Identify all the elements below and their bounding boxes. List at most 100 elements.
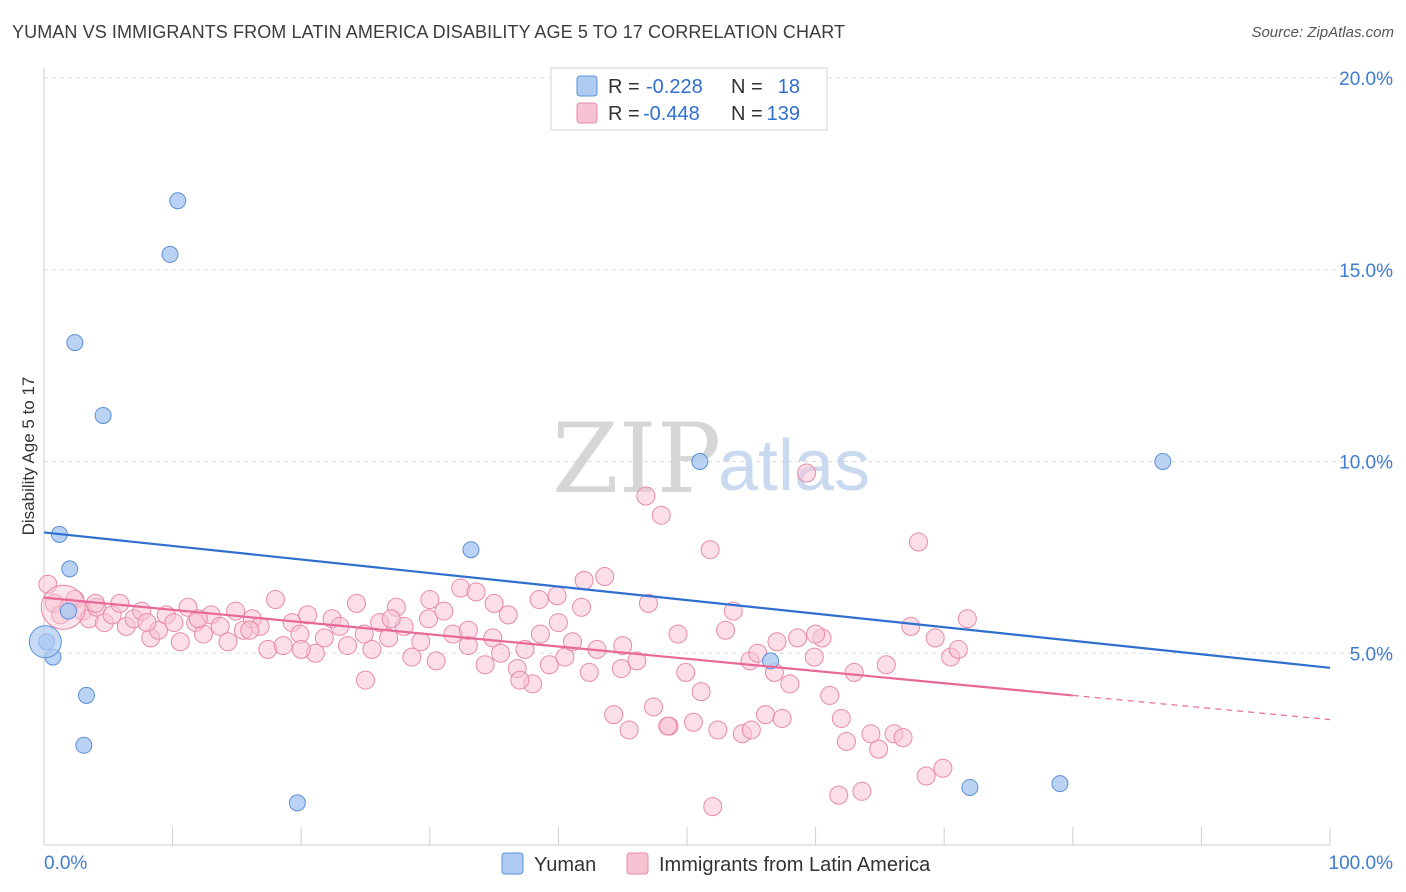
x-tick-label-min: 0.0% — [44, 853, 87, 874]
legend-r-value-1: -0.228 — [646, 76, 703, 98]
point-immigrants — [901, 616, 921, 636]
point-immigrants — [298, 605, 318, 625]
point-yuman — [691, 453, 709, 470]
source-label: Source: ZipAtlas.com — [1251, 24, 1394, 41]
point-immigrants — [788, 628, 808, 648]
point-immigrants — [419, 609, 439, 629]
legend-n-label-1: N = — [731, 76, 763, 98]
point-immigrants — [627, 651, 647, 671]
point-immigrants — [876, 655, 896, 675]
point-immigrants — [137, 613, 157, 633]
point-immigrants — [820, 685, 840, 705]
point-immigrants — [381, 609, 401, 629]
legend-n-value-2: 139 — [767, 103, 800, 125]
point-immigrants — [658, 716, 678, 736]
point-yuman — [161, 245, 179, 263]
point-immigrants — [337, 636, 357, 656]
legend: R = -0.228 N = 18 R = -0.448 N = 139 — [550, 67, 828, 131]
point-immigrants — [806, 624, 826, 644]
point-immigrants — [933, 758, 953, 778]
point-immigrants — [458, 620, 478, 640]
point-yuman — [169, 192, 187, 210]
y-tick-label: 15.0% — [1339, 261, 1393, 282]
series-yuman-points — [28, 192, 1172, 812]
point-yuman — [1154, 453, 1172, 470]
point-immigrants — [852, 781, 872, 801]
point-immigrants — [491, 643, 511, 663]
point-yuman — [462, 541, 480, 559]
point-immigrants — [676, 662, 696, 682]
x-ticks — [43, 827, 1331, 845]
trend-lines — [43, 531, 1331, 721]
point-immigrants — [426, 651, 446, 671]
trend-line-immigrants-extrapolated — [1072, 694, 1331, 721]
point-yuman — [1051, 775, 1069, 793]
point-immigrants — [741, 720, 761, 740]
point-immigrants — [210, 616, 230, 636]
point-immigrants — [619, 720, 639, 740]
legend-swatch-immigrants — [576, 102, 598, 124]
point-immigrants — [797, 463, 817, 483]
trend-line-immigrants — [43, 596, 1073, 697]
point-immigrants — [218, 632, 238, 652]
point-yuman-large — [28, 625, 62, 659]
point-immigrants — [402, 647, 422, 667]
bottom-legend-label-yuman: Yuman — [534, 854, 596, 876]
point-immigrants — [844, 662, 864, 682]
legend-swatch-yuman — [576, 75, 598, 97]
point-immigrants — [636, 486, 656, 506]
point-immigrants — [613, 636, 633, 656]
y-tick-label: 5.0% — [1350, 644, 1393, 665]
point-immigrants — [644, 697, 664, 717]
point-immigrants — [498, 605, 518, 625]
point-immigrants — [563, 632, 583, 652]
point-yuman — [75, 736, 93, 754]
point-immigrants — [547, 586, 567, 606]
point-immigrants — [668, 624, 688, 644]
point-immigrants — [484, 593, 504, 613]
point-immigrants — [651, 505, 671, 525]
point-immigrants — [804, 647, 824, 667]
point-immigrants — [572, 597, 592, 617]
series-immigrants-points — [38, 463, 977, 817]
point-immigrants — [265, 590, 285, 610]
y-tick-labels: 5.0% 10.0% 15.0% 20.0% — [1339, 69, 1393, 665]
point-yuman — [762, 652, 780, 670]
point-immigrants — [861, 724, 881, 744]
point-immigrants — [708, 720, 728, 740]
point-immigrants — [362, 639, 382, 659]
point-immigrants — [893, 728, 913, 748]
point-immigrants — [530, 624, 550, 644]
point-immigrants — [346, 593, 366, 613]
chart-title: YUMAN VS IMMIGRANTS FROM LATIN AMERICA D… — [12, 22, 846, 42]
y-tick-label: 20.0% — [1339, 69, 1393, 90]
point-immigrants — [703, 797, 723, 817]
point-immigrants — [483, 628, 503, 648]
point-immigrants — [908, 532, 928, 552]
bottom-legend-swatch-immigrants — [626, 852, 649, 875]
point-immigrants — [595, 567, 615, 587]
point-immigrants — [170, 632, 190, 652]
point-yuman — [94, 406, 112, 424]
point-immigrants — [548, 613, 568, 633]
grid — [44, 77, 1392, 654]
point-immigrants — [515, 639, 535, 659]
point-immigrants — [291, 639, 311, 659]
point-immigrants — [755, 705, 775, 725]
point-immigrants — [579, 662, 599, 682]
point-immigrants — [829, 785, 849, 805]
point-immigrants — [611, 659, 631, 679]
point-immigrants — [748, 643, 768, 663]
legend-n-value-1: 18 — [778, 76, 800, 98]
point-immigrants — [957, 609, 977, 629]
legend-r-value-2: -0.448 — [643, 103, 700, 125]
point-immigrants — [475, 655, 495, 675]
point-immigrants — [356, 670, 375, 690]
trend-line-yuman — [43, 531, 1331, 669]
point-yuman — [61, 560, 79, 578]
point-yuman — [288, 794, 306, 812]
point-immigrants — [683, 712, 703, 732]
legend-r-label-1: R = — [608, 76, 640, 98]
point-immigrants — [510, 670, 530, 690]
